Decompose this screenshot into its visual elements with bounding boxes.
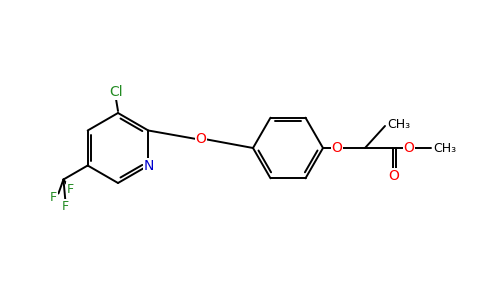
Text: F: F [62,200,69,213]
Text: Cl: Cl [109,85,123,99]
Text: O: O [332,141,343,155]
Text: CH₃: CH₃ [387,118,410,130]
Text: CH₃: CH₃ [434,142,456,154]
Text: F: F [50,191,57,204]
Text: O: O [195,132,206,146]
Text: N: N [144,158,154,172]
Text: F: F [67,183,74,196]
Text: O: O [389,169,399,183]
Text: O: O [404,141,414,155]
